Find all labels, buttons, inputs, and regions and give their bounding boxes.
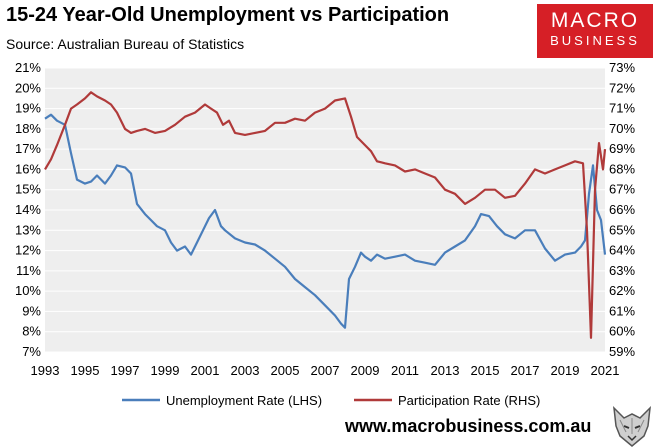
y-left-tick-label: 14% — [15, 202, 41, 217]
y-left-tick-label: 16% — [15, 161, 41, 176]
y-left-tick-label: 19% — [15, 101, 41, 116]
x-tick-label: 2005 — [271, 363, 300, 378]
y-right-tick-label: 72% — [609, 80, 635, 95]
y-right-tick-label: 71% — [609, 101, 635, 116]
left-axis-ticks: 7% 8% 9% 10% 11% 12% 13% 14% 15% 16% 17% 18% 19% 20% 2… — [15, 60, 41, 359]
y-right-tick-label: 62% — [609, 283, 635, 298]
x-tick-label: 2021 — [591, 363, 620, 378]
y-right-tick-label: 60% — [609, 324, 635, 339]
logo-line-2: BUSINESS — [550, 33, 640, 48]
y-right-tick-label: 73% — [609, 60, 635, 75]
y-right-tick-label: 61% — [609, 303, 635, 318]
y-left-tick-label: 13% — [15, 222, 41, 237]
y-right-tick-label: 70% — [609, 121, 635, 136]
x-tick-label: 1993 — [31, 363, 60, 378]
series-line-participation — [44, 91, 607, 339]
legend: Unemployment Rate (LHS) Participation Ra… — [122, 393, 540, 408]
y-right-tick-label: 69% — [609, 141, 635, 156]
y-right-tick-label: 68% — [609, 161, 635, 176]
y-right-tick-label: 67% — [609, 182, 635, 197]
y-left-tick-label: 9% — [22, 303, 41, 318]
y-left-tick-label: 8% — [22, 324, 41, 339]
x-tick-label: 2009 — [351, 363, 380, 378]
y-right-tick-label: 59% — [609, 344, 635, 359]
y-left-tick-label: 21% — [15, 60, 41, 75]
y-left-tick-label: 15% — [15, 182, 41, 197]
y-right-tick-label: 65% — [609, 222, 635, 237]
x-tick-label: 1997 — [111, 363, 140, 378]
y-left-tick-label: 10% — [15, 283, 41, 298]
y-left-tick-label: 11% — [16, 263, 41, 278]
x-tick-label: 2017 — [511, 363, 540, 378]
y-right-tick-label: 63% — [609, 263, 635, 278]
x-tick-label: 2001 — [191, 363, 220, 378]
x-tick-label: 1999 — [151, 363, 180, 378]
macro-business-logo: MACRO BUSINESS — [537, 4, 653, 58]
x-tick-label: 2011 — [391, 363, 419, 378]
x-axis-ticks: 1993 1995 1997 1999 2001 2003 2005 2007 2009 2011… — [31, 363, 620, 378]
logo-line-1: MACRO — [550, 9, 640, 32]
y-right-tick-label: 64% — [609, 243, 635, 258]
series-line-unemployment — [44, 113, 607, 329]
x-tick-label: 2019 — [551, 363, 580, 378]
y-left-tick-label: 20% — [15, 80, 41, 95]
legend-label-participation: Participation Rate (RHS) — [398, 393, 540, 408]
footer-url: www.macrobusiness.com.au — [345, 416, 592, 436]
chart-title: 15-24 Year-Old Unemployment vs Participa… — [6, 4, 450, 26]
wolf-logo-icon — [613, 405, 651, 447]
x-tick-label: 2007 — [311, 363, 340, 378]
gridlines — [45, 67, 605, 353]
chart-subtitle: Source: Australian Bureau of Statistics — [6, 36, 245, 52]
x-tick-label: 1995 — [71, 363, 100, 378]
right-axis-ticks: 59% 60% 61% 62% 63% 64% 65% 66% 67% 68% 69% 70% 71% 7… — [609, 60, 635, 359]
x-tick-label: 2015 — [471, 363, 500, 378]
legend-label-unemployment: Unemployment Rate (LHS) — [166, 393, 322, 408]
x-tick-label: 2003 — [231, 363, 260, 378]
y-left-tick-label: 12% — [15, 243, 41, 258]
x-tick-label: 2013 — [431, 363, 460, 378]
y-left-tick-label: 18% — [15, 121, 41, 136]
y-left-tick-label: 7% — [22, 344, 41, 359]
y-right-tick-label: 66% — [609, 202, 635, 217]
y-left-tick-label: 17% — [15, 141, 41, 156]
